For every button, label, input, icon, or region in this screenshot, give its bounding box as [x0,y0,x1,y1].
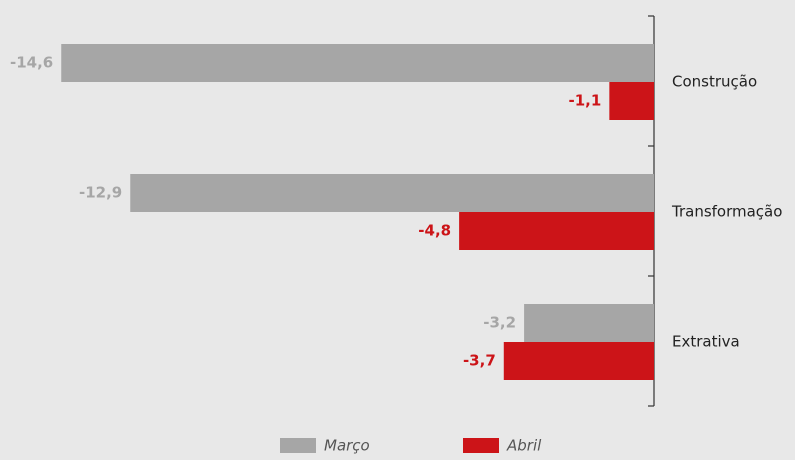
category-label: Construção [672,73,757,91]
value-label: -3,7 [463,352,496,370]
legend-label: Abril [506,437,542,455]
value-label: -1,1 [569,92,602,110]
value-label: -3,2 [483,314,516,332]
category-label: Transformação [671,203,782,221]
bar [61,44,655,82]
bar [524,304,654,342]
legend-swatch [463,438,499,453]
bar [609,82,654,120]
bar [503,342,654,380]
bar [130,174,654,212]
bar [459,212,654,250]
category-label: Extrativa [672,333,740,351]
legend-label: Março [324,437,370,455]
value-label: -14,6 [10,54,53,72]
legend-swatch [280,438,316,453]
value-label: -12,9 [79,184,122,202]
value-label: -4,8 [418,222,451,240]
